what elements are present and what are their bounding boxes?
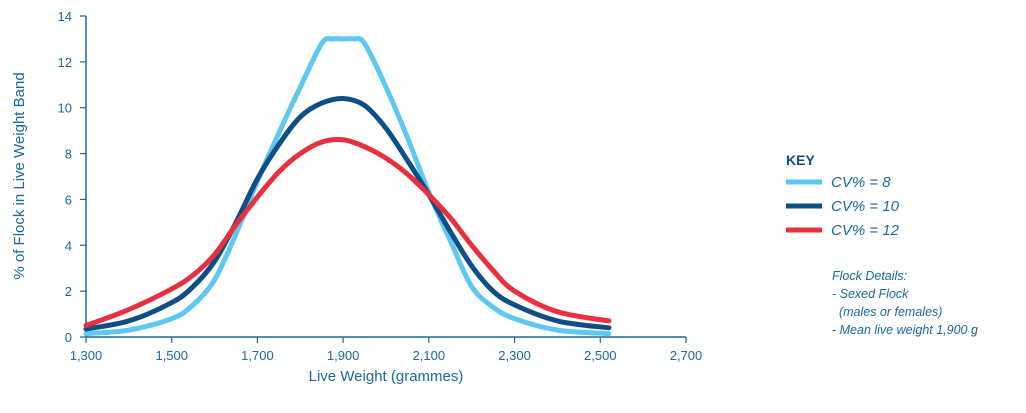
x-tick-label: 1,700 <box>241 348 274 363</box>
x-tick-label: 1,900 <box>327 348 360 363</box>
y-tick-label: 4 <box>65 238 72 253</box>
notes-heading: Flock Details: <box>832 269 907 283</box>
y-tick-label: 0 <box>65 330 72 345</box>
y-tick-label: 2 <box>65 284 72 299</box>
flock-details-notes: Flock Details: - Sexed Flock (males or f… <box>832 269 978 337</box>
y-tick-label: 8 <box>65 147 72 162</box>
legend-label-cv-12: CV% = 12 <box>831 222 900 239</box>
axes <box>85 16 686 338</box>
series-lines <box>83 36 612 337</box>
notes-line-2: (males or females) <box>832 305 942 319</box>
y-tick-label: 6 <box>65 192 72 207</box>
legend-items: CV% = 8 CV% = 10 CV% = 12 <box>786 174 900 239</box>
x-tick-label: 2,700 <box>670 348 703 363</box>
legend-label-cv-10: CV% = 10 <box>831 198 900 215</box>
y-tick-label: 12 <box>58 55 72 70</box>
notes-line-3: - Mean live weight 1,900 g <box>832 323 978 337</box>
legend-label-cv-8: CV% = 8 <box>831 174 891 191</box>
x-axis-title: Live Weight (grammes) <box>309 368 464 385</box>
series-line-cv-8 <box>83 36 612 337</box>
x-tick-label: 2,300 <box>498 348 531 363</box>
x-tick-label: 2,500 <box>584 348 617 363</box>
notes-line-1: - Sexed Flock <box>832 287 909 301</box>
y-tick-label: 14 <box>58 9 72 24</box>
legend: KEY CV% = 8 CV% = 10 CV% = 12 <box>786 152 900 239</box>
legend-title: KEY <box>786 152 815 168</box>
series-line-cv-10 <box>83 95 612 332</box>
y-tick-label: 10 <box>58 101 72 116</box>
ticks: 1,300 1,500 1,700 1,900 2,100 2,300 2,500 2,700… <box>58 9 703 363</box>
x-tick-label: 1,500 <box>155 348 188 363</box>
x-tick-label: 1,300 <box>70 348 103 363</box>
y-axis-title: % of Flock in Live Weight Band <box>11 72 28 279</box>
series-line-cv-12 <box>83 137 612 328</box>
x-tick-label: 2,100 <box>413 348 446 363</box>
